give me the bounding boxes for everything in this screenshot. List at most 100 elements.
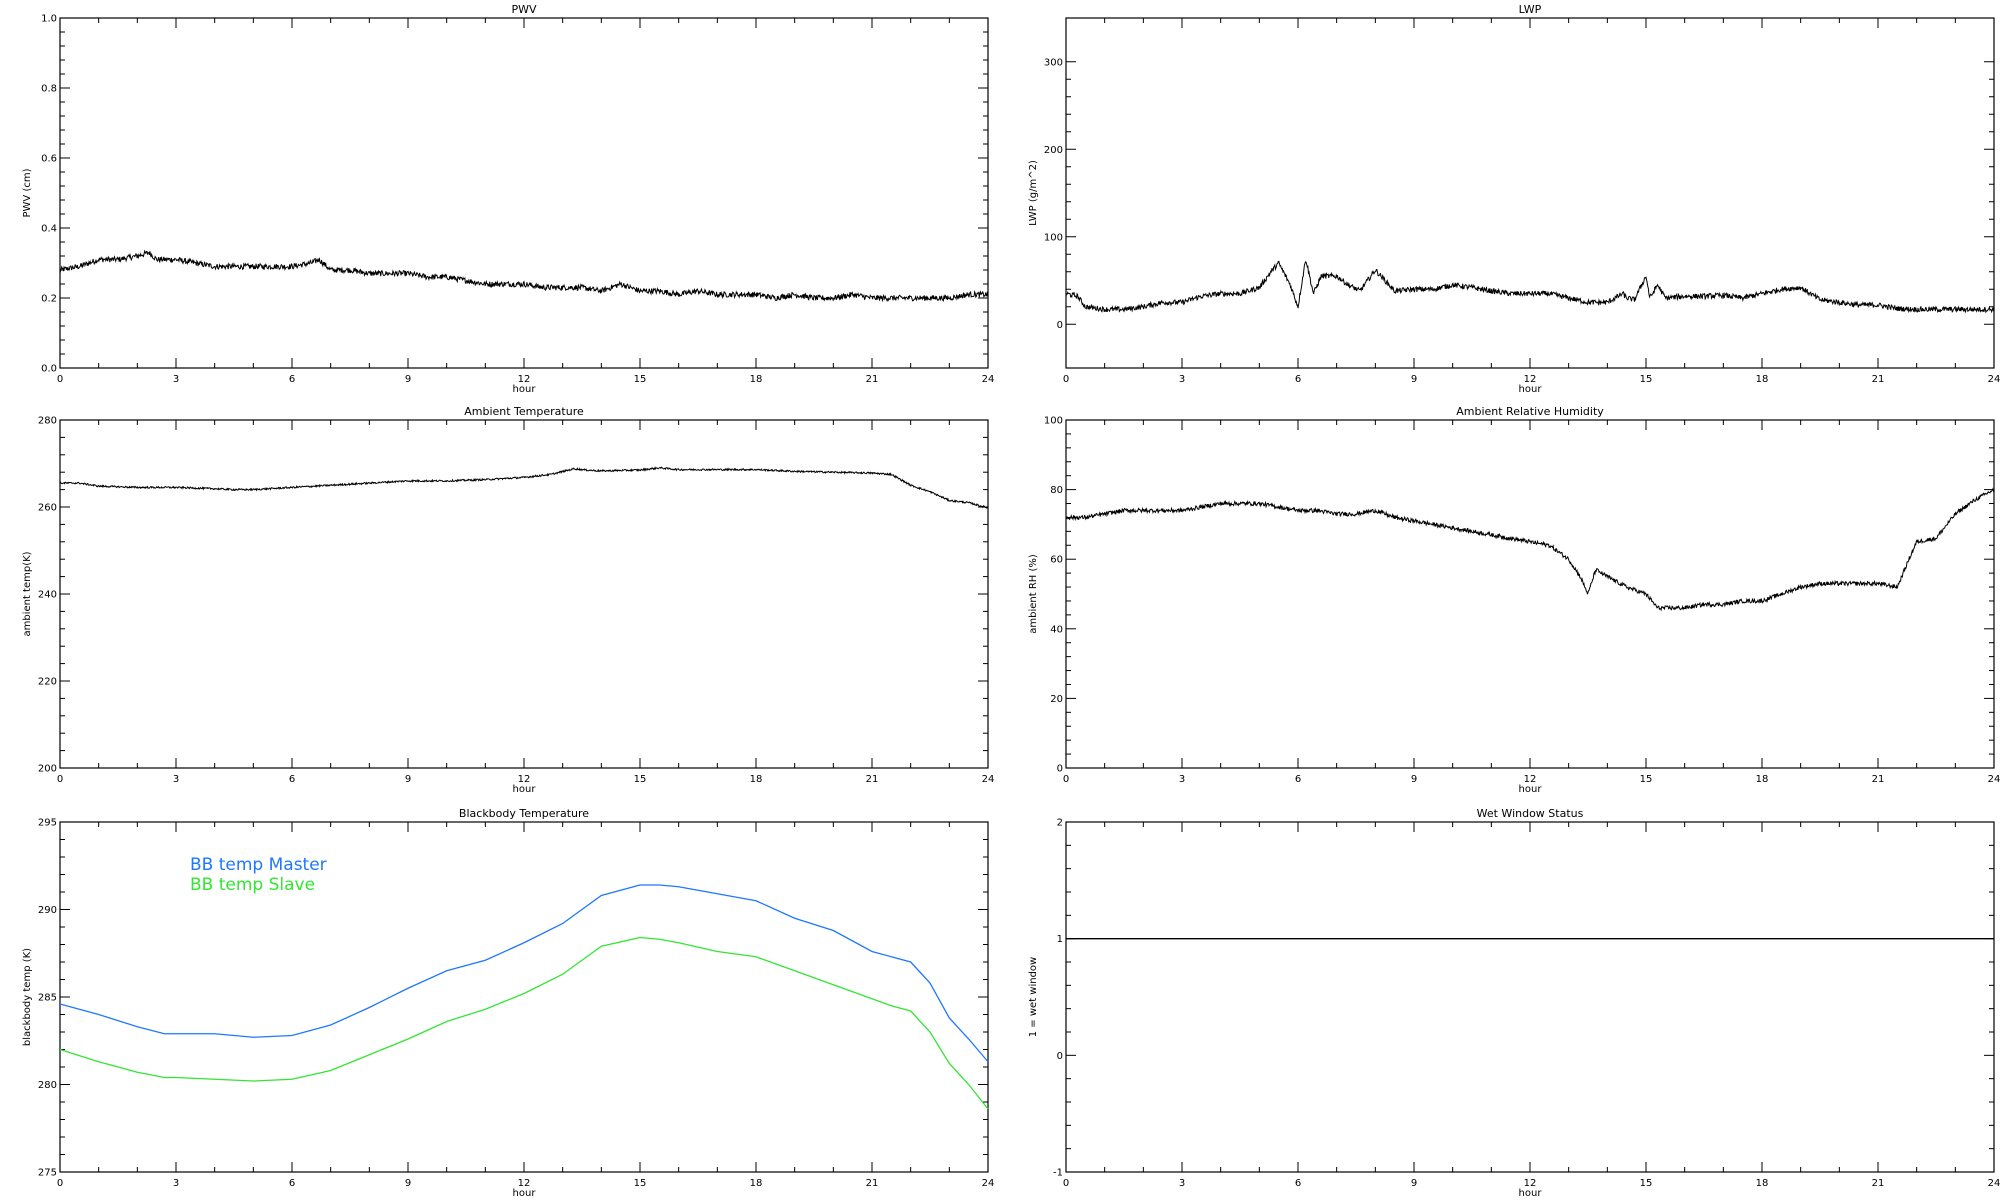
x-tick-label: 0	[1063, 1178, 1069, 1189]
x-tick-label: 21	[1872, 774, 1885, 785]
y-tick-label: 285	[38, 993, 57, 1004]
x-tick-label: 12	[1524, 1178, 1537, 1189]
x-tick-label: 18	[750, 1178, 763, 1189]
chart-title: Ambient Temperature	[464, 405, 584, 418]
x-tick-label: 9	[1411, 774, 1417, 785]
y-tick-label: -1	[1053, 1168, 1063, 1179]
plot-frame	[1065, 17, 1995, 369]
chart-title: Ambient Relative Humidity	[1456, 405, 1604, 418]
x-tick-label: 9	[1411, 1178, 1417, 1189]
x-axis-label: hour	[1519, 1188, 1543, 1199]
x-tick-label: 18	[1756, 374, 1769, 385]
y-axis-label: 1 = wet window	[1028, 957, 1039, 1037]
panel-pwv: PWV 0 3 6 9 12 15 18 21 24 hour 0.0 0.2 0.4 0.6 0.8 1.0 P…	[22, 3, 994, 395]
y-tick-label: 300	[1044, 57, 1063, 68]
y-tick-label: 0.4	[41, 224, 57, 235]
y-tick-label: 0.6	[41, 154, 57, 165]
x-tick-label: 6	[1295, 774, 1301, 785]
panel-ambient_temp: Ambient Temperature 0 3 6 9 12 15 18 21 24 hour 200…	[22, 405, 994, 795]
x-tick-label: 0	[1063, 374, 1069, 385]
x-tick-label: 3	[1179, 774, 1185, 785]
y-tick-label: 260	[38, 503, 57, 514]
x-tick-label: 15	[634, 1178, 647, 1189]
x-tick-label: 9	[405, 774, 411, 785]
plot-frame	[1065, 821, 1995, 1173]
x-tick-label: 9	[1411, 374, 1417, 385]
x-tick-label: 24	[1988, 774, 2000, 785]
x-tick-label: 18	[1756, 774, 1769, 785]
y-tick-label: 20	[1050, 694, 1063, 705]
plot-frame	[1065, 419, 1995, 769]
y-tick-label: 0	[1057, 320, 1063, 331]
x-tick-label: 0	[1063, 774, 1069, 785]
y-tick-label: 0.0	[41, 364, 57, 375]
x-tick-label: 6	[289, 774, 295, 785]
x-tick-label: 3	[173, 1178, 179, 1189]
x-tick-label: 24	[982, 1178, 995, 1189]
x-tick-label: 12	[1524, 774, 1537, 785]
x-tick-label: 6	[289, 374, 295, 385]
series-line-pwv-0	[59, 249, 989, 303]
x-tick-label: 6	[289, 1178, 295, 1189]
x-tick-label: 12	[518, 1178, 531, 1189]
y-tick-label: 200	[1044, 145, 1063, 156]
x-tick-label: 15	[1640, 774, 1653, 785]
y-tick-label: 1	[1057, 934, 1063, 945]
x-tick-label: 18	[1756, 1178, 1769, 1189]
panel-lwp: LWP 0 3 6 9 12 15 18 21 24 hour 0 100 200 300 LWP (g/m^…	[1028, 3, 2000, 395]
y-tick-label: 80	[1050, 485, 1063, 496]
x-tick-label: 18	[750, 374, 763, 385]
y-tick-label: 2	[1057, 818, 1063, 829]
chart-title: LWP	[1519, 3, 1542, 16]
x-axis-label: hour	[513, 784, 537, 795]
x-tick-label: 0	[57, 774, 63, 785]
y-tick-label: 60	[1050, 555, 1063, 566]
x-tick-label: 0	[57, 374, 63, 385]
chart-title: PWV	[511, 3, 537, 16]
y-tick-label: 220	[38, 677, 57, 688]
x-tick-label: 24	[1988, 1178, 2000, 1189]
y-axis-label: ambient temp(K)	[22, 551, 33, 636]
y-tick-label: 100	[1044, 232, 1063, 243]
x-tick-label: 6	[1295, 374, 1301, 385]
chart-title: Blackbody Temperature	[459, 807, 589, 820]
panel-ambient_rh: Ambient Relative Humidity 0 3 6 9 12 15 18 21 24 h…	[1028, 405, 2000, 795]
x-tick-label: 9	[405, 374, 411, 385]
x-tick-label: 3	[173, 374, 179, 385]
y-axis-label: blackbody temp (K)	[22, 948, 33, 1046]
y-axis-label: PWV (cm)	[22, 168, 33, 217]
y-tick-label: 40	[1050, 624, 1063, 635]
legend-entry: BB temp Master	[190, 855, 327, 875]
series-line-blackbody-0	[59, 884, 989, 1063]
x-tick-label: 21	[866, 774, 879, 785]
x-axis-label: hour	[513, 384, 537, 395]
x-tick-label: 15	[1640, 374, 1653, 385]
x-tick-label: 15	[1640, 1178, 1653, 1189]
y-tick-label: 100	[1044, 416, 1063, 427]
y-tick-label: 1.0	[41, 14, 57, 25]
y-tick-label: 275	[38, 1168, 57, 1179]
series-line-lwp-0	[1065, 260, 1995, 314]
series-line-ambient_temp-0	[59, 466, 989, 509]
x-tick-label: 0	[57, 1178, 63, 1189]
y-tick-label: 0.8	[41, 84, 57, 95]
x-tick-label: 21	[866, 374, 879, 385]
x-tick-label: 24	[982, 774, 995, 785]
x-tick-label: 21	[866, 1178, 879, 1189]
x-tick-label: 21	[1872, 374, 1885, 385]
x-axis-label: hour	[1519, 784, 1543, 795]
x-tick-label: 24	[982, 374, 995, 385]
series-line-ambient_rh-0	[1065, 487, 1995, 612]
x-tick-label: 6	[1295, 1178, 1301, 1189]
y-tick-label: 200	[38, 764, 57, 775]
y-tick-label: 0	[1057, 1051, 1063, 1062]
x-axis-label: hour	[513, 1188, 537, 1199]
panel-blackbody: Blackbody Temperature 0 3 6 9 12 15 18 21 24 hour 2…	[22, 807, 994, 1199]
legend-entry: BB temp Slave	[190, 875, 315, 895]
x-tick-label: 3	[1179, 1178, 1185, 1189]
x-tick-label: 18	[750, 774, 763, 785]
x-tick-label: 3	[1179, 374, 1185, 385]
y-tick-label: 295	[38, 818, 57, 829]
y-tick-label: 0.2	[41, 294, 57, 305]
